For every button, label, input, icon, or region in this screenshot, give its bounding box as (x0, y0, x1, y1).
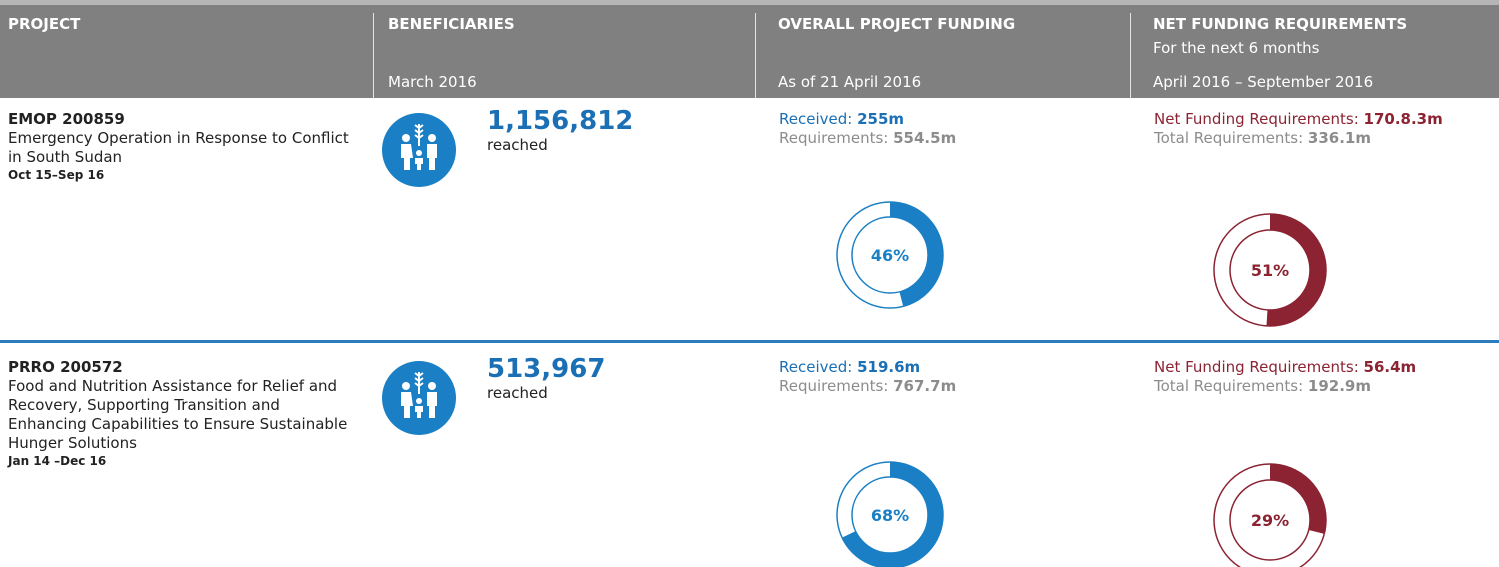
col-sub: March 2016 (388, 73, 477, 91)
requirements-line: Requirements: 767.7m (779, 377, 956, 396)
icon-body (401, 144, 413, 170)
icon-grain (414, 124, 424, 146)
project-cell: PRRO 200572 Food and Nutrition Assistance… (8, 358, 368, 470)
icon-body (415, 406, 423, 418)
total-line: Total Requirements: 192.9m (1154, 377, 1494, 396)
donut-segment (890, 202, 943, 307)
col-note: For the next 6 months (1153, 39, 1320, 57)
separator (373, 13, 374, 98)
project-dates: Jan 14 –Dec 16 (8, 454, 107, 468)
donut-hole (1229, 229, 1311, 311)
icon-body (415, 158, 423, 170)
donut-chart: 51% (1213, 213, 1327, 327)
icon-head (428, 382, 436, 390)
requirements-value: 554.5m (893, 129, 957, 147)
beneficiaries-cell: 1,156,812 reached (487, 106, 633, 155)
project-code: PRRO 200572 (8, 358, 123, 376)
col-title: BENEFICIARIES (388, 15, 515, 33)
net-line: Net Funding Requirements: 170.8.3m (1154, 110, 1494, 129)
net-cell: Net Funding Requirements: 170.8.3m Total … (1154, 110, 1494, 148)
total-value: 336.1m (1307, 129, 1371, 147)
donut-segment (1270, 464, 1327, 534)
icon-head (416, 150, 422, 156)
icon-head (416, 398, 422, 404)
donut-chart: 46% (836, 201, 944, 309)
received-value: 255m (857, 110, 905, 128)
beneficiary-icon (382, 361, 456, 435)
icon-body (401, 392, 413, 418)
icon-head (402, 382, 410, 390)
funding-cell: Received: 255m Requirements: 554.5m (779, 110, 956, 148)
header-col: OVERALL PROJECT FUNDING As of 21 April 2… (770, 5, 1130, 98)
header-col: PROJECT (0, 5, 373, 98)
row-divider (0, 340, 1499, 343)
total-label: Total Requirements: (1154, 377, 1304, 395)
donut-label: 29% (1251, 511, 1289, 530)
icon-head (402, 134, 410, 142)
received-line: Received: 255m (779, 110, 956, 129)
donut-label: 46% (871, 246, 909, 265)
project-name: Food and Nutrition Assistance for Relief… (8, 377, 348, 452)
beneficiaries: 513,967 (487, 354, 606, 384)
requirements-line: Requirements: 554.5m (779, 129, 956, 148)
separator (755, 13, 756, 98)
donut-label: 68% (871, 506, 909, 525)
donut-hole (1229, 479, 1311, 561)
icon-body (427, 392, 437, 418)
requirements-label: Requirements: (779, 129, 889, 147)
requirements-value: 767.7m (893, 377, 957, 395)
col-title: PROJECT (8, 15, 81, 33)
header-col: NET FUNDING REQUIREMENTS For the next 6 … (1145, 5, 1499, 98)
header-col: BENEFICIARIES March 2016 (380, 5, 753, 98)
requirements-label: Requirements: (779, 377, 889, 395)
donut-chart: 68% (836, 461, 944, 567)
donut-label: 51% (1251, 261, 1289, 280)
project-cell: EMOP 200859 Emergency Operation in Respon… (8, 110, 368, 184)
net-label: Net Funding Requirements: (1154, 110, 1359, 128)
donut-chart: 29% (1213, 463, 1327, 567)
donut-hole (851, 216, 929, 294)
col-sub: As of 21 April 2016 (778, 73, 922, 91)
donut-segment (1266, 214, 1326, 326)
net-line: Net Funding Requirements: 56.4m (1154, 358, 1494, 377)
reached: reached (487, 384, 548, 402)
project-name: Emergency Operation in Response to Confl… (8, 129, 349, 166)
total-label: Total Requirements: (1154, 129, 1304, 147)
beneficiaries-cell: 513,967 reached (487, 354, 605, 403)
col-sub: April 2016 – September 2016 (1153, 73, 1374, 91)
col-title: OVERALL PROJECT FUNDING (778, 15, 1016, 33)
icon-body (427, 144, 437, 170)
received-line: Received: 519.6m (779, 358, 956, 377)
icon-grain (414, 372, 424, 394)
reached: reached (487, 136, 548, 154)
received-value: 519.6m (857, 358, 921, 376)
col-title: NET FUNDING REQUIREMENTS (1153, 15, 1408, 33)
net-label: Net Funding Requirements: (1154, 358, 1359, 376)
received-label: Received: (779, 358, 853, 376)
total-line: Total Requirements: 336.1m (1154, 129, 1494, 148)
funding-cell: Received: 519.6m Requirements: 767.7m (779, 358, 956, 396)
icon-head (428, 134, 436, 142)
project-dates: Oct 15–Sep 16 (8, 168, 105, 182)
net-value: 56.4m (1363, 358, 1417, 376)
separator (1130, 13, 1131, 98)
beneficiaries: 1,156,812 (487, 106, 634, 136)
received-label: Received: (779, 110, 853, 128)
beneficiary-icon (382, 113, 456, 187)
donut-hole (851, 476, 929, 554)
header: PROJECT BENEFICIARIES March 2016 OVERALL… (0, 0, 1499, 98)
net-value: 170.8.3m (1363, 110, 1443, 128)
total-value: 192.9m (1307, 377, 1371, 395)
net-cell: Net Funding Requirements: 56.4m Total Req… (1154, 358, 1494, 396)
project-code: EMOP 200859 (8, 110, 125, 128)
